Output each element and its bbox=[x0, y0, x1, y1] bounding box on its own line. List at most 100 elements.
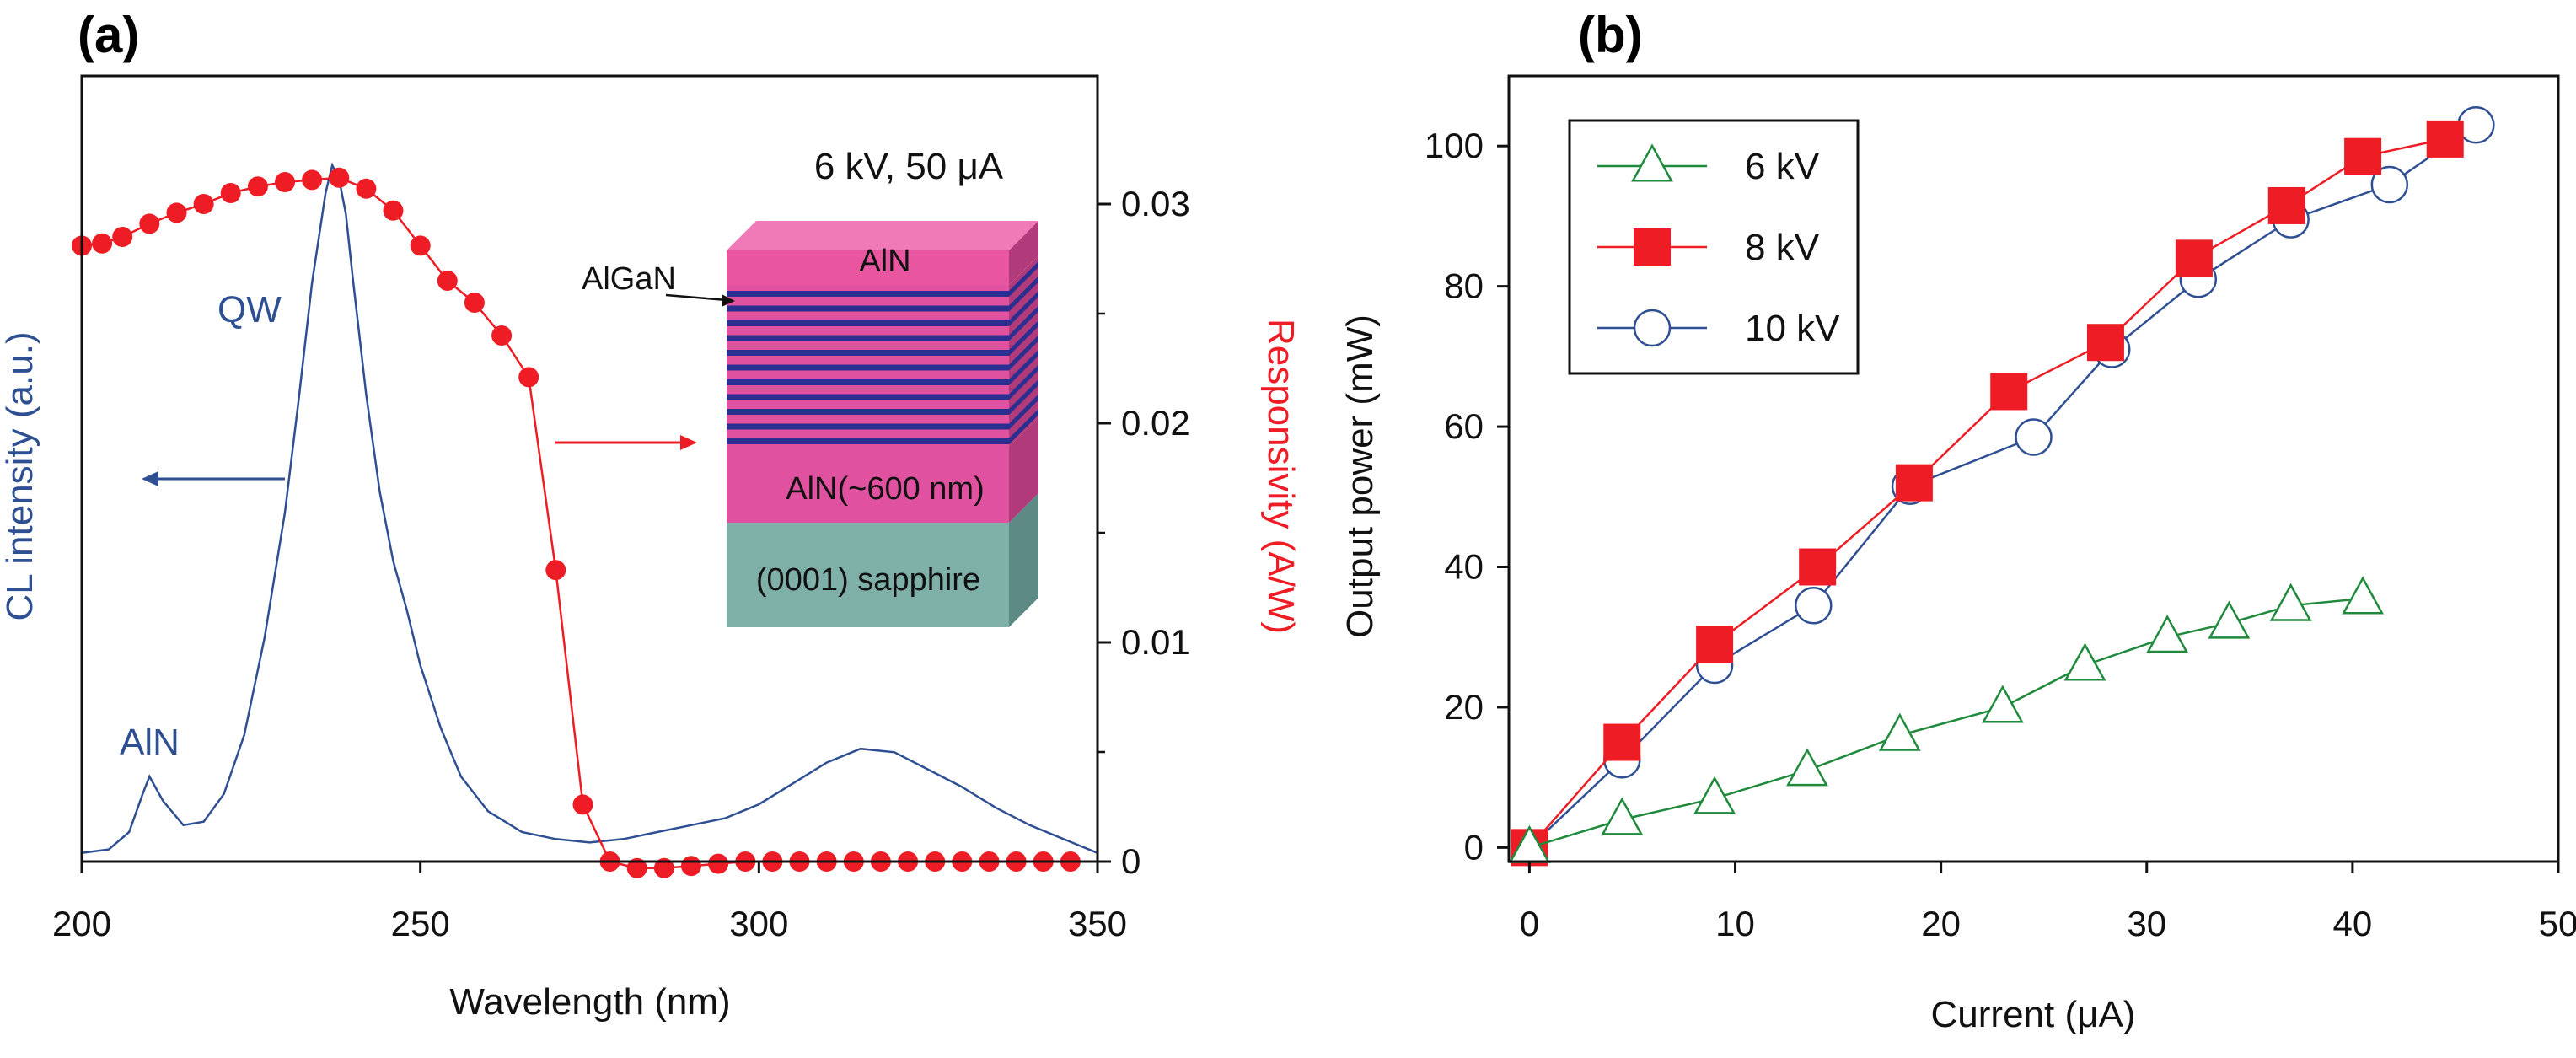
y-tick-label: 60 bbox=[1444, 406, 1484, 446]
qw-band-side bbox=[1009, 409, 1038, 444]
inset-sapphire-label: (0001) sapphire bbox=[756, 562, 980, 598]
marker-square bbox=[2426, 120, 2464, 158]
legend-label: 10 kV bbox=[1745, 308, 1840, 349]
x-tick-label: 30 bbox=[2127, 904, 2166, 943]
plot-b-x-label: Current (μA) bbox=[1931, 994, 2136, 1035]
marker-square bbox=[2086, 324, 2124, 362]
condition-label: 6 kV, 50 μA bbox=[814, 146, 1004, 187]
qw-band bbox=[727, 438, 1009, 444]
marker-square bbox=[1634, 228, 1671, 266]
responsivity-point bbox=[166, 202, 187, 223]
marker-triangle bbox=[1601, 797, 1644, 835]
panel-a: (a) AlN AlN(~600 nm) (0001) sapphire AlG… bbox=[0, 7, 1301, 1023]
right-axis-arrow bbox=[555, 435, 697, 450]
x-tick-label: 250 bbox=[391, 904, 450, 943]
y-right-tick-label: 0 bbox=[1121, 841, 1140, 881]
x-tick-label: 350 bbox=[1068, 904, 1127, 943]
y-tick-label: 100 bbox=[1425, 126, 1484, 165]
marker-square bbox=[2175, 239, 2213, 277]
layer-structure-inset: AlN AlN(~600 nm) (0001) sapphire AlGaN bbox=[582, 221, 1038, 627]
series-8kv bbox=[1511, 120, 2464, 867]
responsivity-point bbox=[572, 794, 593, 815]
marker-square bbox=[2267, 186, 2305, 224]
plot-b-frame bbox=[1507, 74, 2560, 863]
responsivity-point bbox=[193, 194, 214, 214]
marker-triangle bbox=[1786, 748, 1828, 787]
aln-top-side bbox=[1009, 221, 1038, 285]
marker-circle bbox=[1633, 309, 1672, 347]
qw-band bbox=[727, 379, 1009, 385]
legend-item: 8 kV bbox=[1597, 227, 1820, 268]
marker-triangle bbox=[1631, 143, 1673, 182]
legend-item: 6 kV bbox=[1597, 143, 1820, 187]
qw-band-side bbox=[1009, 335, 1038, 371]
sapphire-side bbox=[1009, 493, 1038, 627]
y-right-tick-label: 0.02 bbox=[1121, 403, 1190, 443]
qw-band bbox=[727, 409, 1009, 415]
marker-square bbox=[1603, 723, 1641, 761]
responsivity-point bbox=[681, 856, 701, 877]
qw-band-side bbox=[1009, 261, 1038, 297]
marker-circle bbox=[2015, 418, 2053, 456]
legend-label: 6 kV bbox=[1745, 146, 1820, 187]
responsivity-point bbox=[653, 857, 674, 878]
y-tick-label: 80 bbox=[1444, 266, 1484, 306]
marker-triangle bbox=[1981, 685, 2024, 723]
marker-square bbox=[1799, 548, 1837, 586]
plot-a-left-y-label: CL intensity (a.u.) bbox=[0, 331, 40, 620]
cl-intensity-line bbox=[81, 162, 1098, 855]
qw-band bbox=[727, 394, 1009, 400]
y-tick-label: 0 bbox=[1464, 827, 1484, 867]
qw-band-side bbox=[1009, 379, 1038, 415]
series-6kv bbox=[1508, 576, 2385, 863]
responsivity-point bbox=[275, 172, 295, 192]
quantum-well-bands bbox=[727, 261, 1038, 444]
qw-band-side bbox=[1009, 364, 1038, 400]
marker-square bbox=[1990, 373, 2028, 411]
marker-triangle bbox=[2208, 600, 2251, 639]
panel-b-label: (b) bbox=[1578, 7, 1643, 63]
marker-square bbox=[2344, 137, 2382, 175]
responsivity-point bbox=[518, 367, 539, 388]
qw-band bbox=[727, 320, 1009, 326]
marker-square bbox=[1696, 626, 1734, 663]
responsivity-point bbox=[383, 200, 404, 221]
marker-circle bbox=[1795, 587, 1833, 625]
qw-band-side bbox=[1009, 305, 1038, 341]
inset-aln-top-label: AlN bbox=[859, 244, 910, 279]
qw-band-side bbox=[1009, 350, 1038, 385]
x-tick-label: 300 bbox=[729, 904, 788, 943]
responsivity-point bbox=[329, 167, 350, 188]
marker-triangle bbox=[2342, 576, 2385, 615]
plot-b-x-ticks: 0 10 20 30 40 50 bbox=[1520, 862, 2576, 943]
responsivity-point bbox=[92, 233, 113, 254]
responsivity-point bbox=[139, 213, 160, 234]
algan-pointer-arrowhead bbox=[722, 294, 735, 307]
qw-band bbox=[727, 350, 1009, 356]
responsivity-point bbox=[410, 235, 431, 256]
qw-band-side bbox=[1009, 276, 1038, 312]
marker-triangle bbox=[2269, 583, 2312, 621]
qw-band-side bbox=[1009, 291, 1038, 326]
marker-triangle bbox=[2063, 642, 2106, 681]
responsivity-point bbox=[464, 293, 485, 313]
plot-a-right-y-label: Responsivity (A/W) bbox=[1260, 319, 1301, 634]
aln-buffer-side bbox=[1009, 417, 1038, 523]
qw-band bbox=[727, 423, 1009, 430]
y-tick-label: 20 bbox=[1444, 687, 1484, 727]
x-tick-label: 20 bbox=[1921, 904, 1961, 943]
responsivity-point bbox=[247, 176, 268, 197]
plot-a-frame bbox=[80, 74, 1099, 863]
aln-buffer-layer bbox=[727, 447, 1009, 523]
responsivity-point bbox=[545, 560, 566, 581]
marker-square bbox=[1895, 464, 1933, 502]
x-tick-label: 0 bbox=[1520, 904, 1539, 943]
marker-circle bbox=[2370, 165, 2409, 204]
y-tick-label: 40 bbox=[1444, 547, 1484, 587]
plot-a-x-label: Wavelength (nm) bbox=[449, 981, 730, 1023]
inset-aln-buffer-label: AlN(~600 nm) bbox=[786, 471, 984, 507]
qw-band bbox=[727, 305, 1009, 312]
marker-triangle bbox=[2146, 615, 2189, 653]
x-tick-label: 50 bbox=[2539, 904, 2576, 943]
qw-peak-label: QW bbox=[217, 289, 282, 330]
